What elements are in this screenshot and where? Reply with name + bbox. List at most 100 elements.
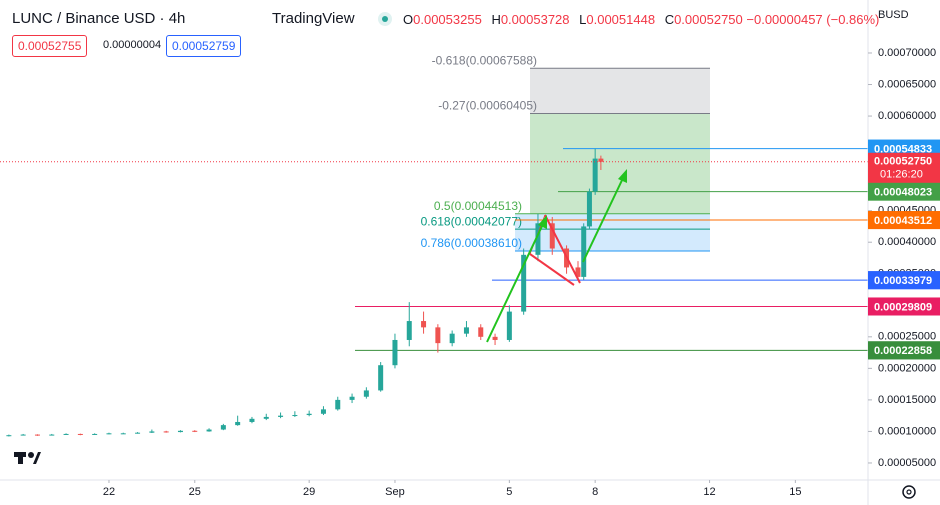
x-tick-label: Sep: [385, 486, 405, 498]
gear[interactable]: [902, 485, 916, 499]
level-tag: [868, 182, 940, 201]
y-tick-label: 0.00025000: [878, 331, 936, 343]
candle-body: [77, 433, 83, 435]
level-label: 0.00048023: [874, 187, 932, 199]
candle-body: [235, 421, 241, 426]
x-tick-label: 8: [592, 486, 598, 498]
y-tick-label: 0.00065000: [878, 78, 936, 90]
candle-body: [106, 433, 112, 435]
wedge-line: [544, 214, 581, 284]
candle-body: [63, 433, 69, 435]
fib-zone: [530, 68, 710, 114]
x-tick-label: 12: [703, 486, 715, 498]
candle-body: [149, 431, 155, 433]
gear-center[interactable]: [906, 489, 912, 495]
level-label: 0.00029809: [874, 301, 932, 313]
candle-body: [449, 333, 455, 344]
logo-part: [28, 452, 34, 458]
candle-body: [177, 430, 183, 433]
fib-zone: [530, 113, 710, 214]
currency: BUSD: [878, 9, 909, 21]
x-tick-label: 5: [506, 486, 512, 498]
level-label: 0.00022858: [874, 345, 932, 357]
x-tick-label: 29: [303, 486, 315, 498]
settings-icon[interactable]: [902, 485, 916, 499]
level-label: 0.00054833: [874, 144, 932, 156]
candle-body: [163, 431, 169, 433]
y-tick-label: 0.00070000: [878, 47, 936, 59]
candle-body: [435, 327, 441, 344]
buy-button[interactable]: 0.00052759: [166, 35, 242, 57]
ohlc-value: 0.00053255: [413, 12, 482, 27]
candle-body: [378, 365, 384, 391]
x-tick-label: 22: [103, 486, 115, 498]
ohlc-key: O: [403, 12, 414, 27]
candle-body: [263, 416, 269, 419]
candle-body: [492, 336, 498, 340]
candle-body: [320, 409, 326, 414]
arrow-head: [618, 169, 627, 183]
candle-body: [521, 254, 527, 312]
arrow-head: [538, 215, 547, 229]
candle-body: [586, 191, 592, 227]
fib-label: 0.786(0.00038610): [421, 236, 522, 250]
candle-body: [135, 432, 141, 434]
candle-body: [192, 430, 198, 432]
last-price-label: 0.00052750: [874, 156, 932, 168]
market-status: [378, 12, 392, 26]
fib-label: 0.5(0.00044513): [434, 199, 522, 213]
wedge-line: [529, 253, 575, 286]
level-label: 0.00043512: [874, 215, 932, 227]
candle-body: [335, 399, 341, 410]
candle-body: [535, 223, 541, 255]
candle-body: [220, 425, 226, 430]
ohlc-value: 0.00051448: [586, 12, 656, 27]
candle-body: [249, 418, 255, 422]
ohlc-key: C: [664, 12, 675, 27]
candle-body: [406, 321, 412, 340]
y-tick-label: 0.00005000: [878, 457, 936, 469]
candle-body: [92, 433, 98, 435]
candle-body: [421, 321, 427, 328]
toolbar: LUNC / Binance USD · 4h TradingView O0.0…: [0, 0, 879, 60]
candle-body: [120, 433, 126, 435]
symbol[interactable]: LUNC / Binance USD · 4h: [12, 10, 186, 27]
candle-body: [463, 327, 469, 334]
candle-body: [292, 415, 298, 417]
candle-body: [598, 158, 604, 162]
candle-body: [549, 223, 555, 249]
drawings: [486, 169, 627, 343]
candle-body: [206, 429, 212, 432]
candle-body: [575, 267, 581, 277]
change: −0.00000457 (−0.86%): [746, 12, 880, 27]
candle-body: [363, 390, 369, 397]
plot: -0.618(0.00067588) -0.27(0.00060405) 0.5(0…: [0, 53, 868, 437]
price-axis: 0.00005000 0.00010000 0.00015000 0.00020000…: [103, 47, 940, 498]
candle-body: [349, 396, 355, 400]
candle-body: [392, 339, 398, 366]
fib-label: 0.618(0.00042077): [421, 214, 522, 228]
arrow: [486, 221, 545, 343]
last-price-tag: [868, 152, 940, 183]
candle-body: [478, 327, 484, 337]
candle-body: [34, 434, 40, 436]
ohlc-value: 0.00052750: [674, 12, 743, 27]
tv-logo: [14, 452, 41, 464]
sell-button[interactable]: 0.00052755: [12, 35, 88, 57]
level-label: 0.00033979: [874, 275, 932, 287]
candle-body: [506, 311, 512, 340]
spread: 0.00000004: [103, 39, 162, 51]
logo-part: [33, 452, 41, 464]
logo-part: [18, 452, 23, 464]
candle-body: [592, 158, 598, 192]
x-tick-label: 15: [789, 486, 801, 498]
fib-label: -0.618(0.00067588): [432, 53, 537, 67]
brand: TradingView: [272, 10, 355, 27]
countdown: 01:26:20: [880, 169, 923, 181]
y-tick-label: 0.00020000: [878, 362, 936, 374]
y-tick-label: 0.00010000: [878, 425, 936, 437]
arrow: [582, 175, 625, 263]
